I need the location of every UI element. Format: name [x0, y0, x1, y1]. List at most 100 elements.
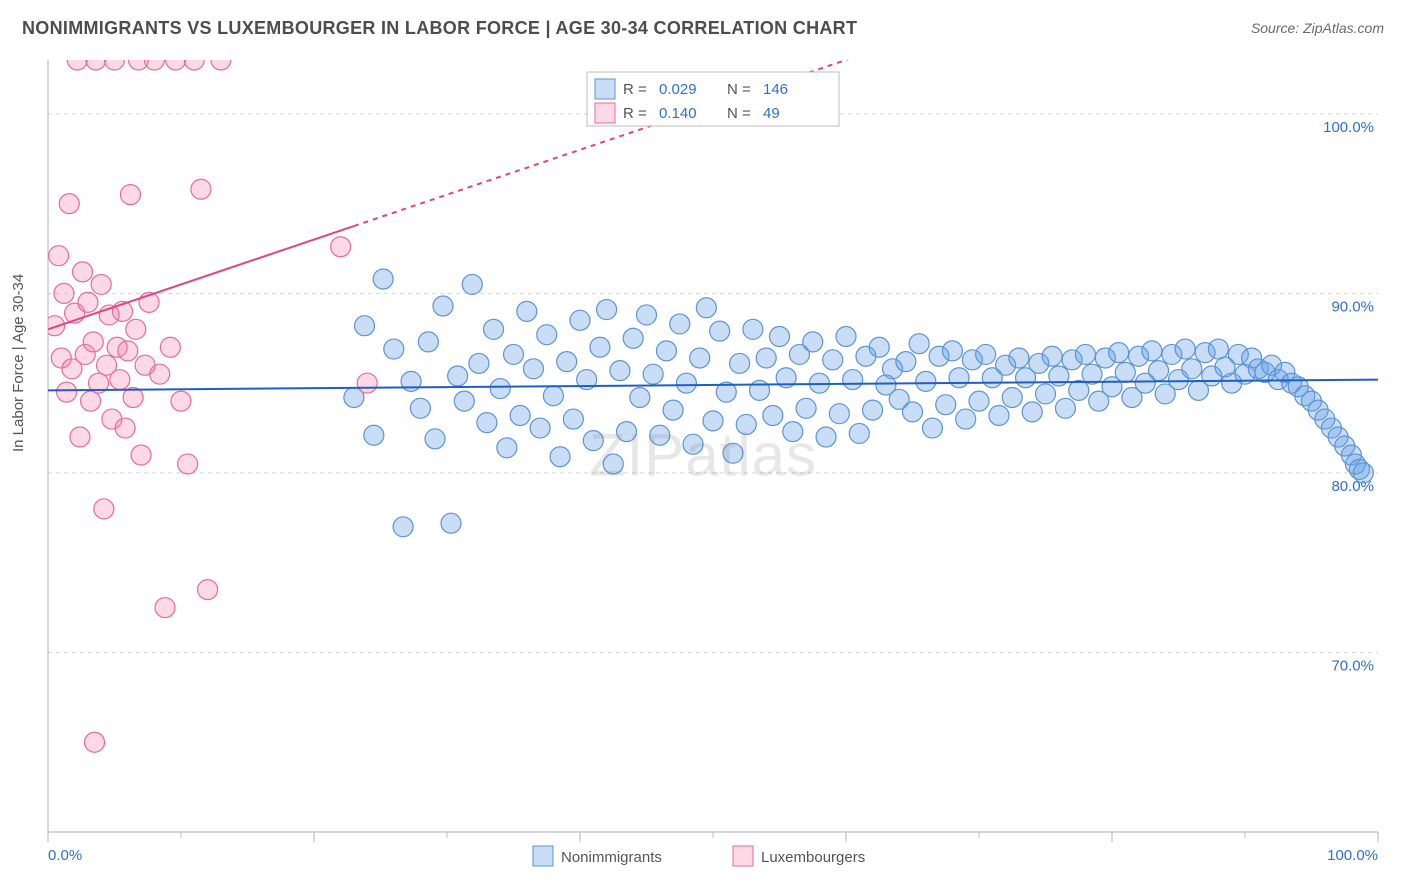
data-point	[770, 326, 790, 346]
data-point	[896, 352, 916, 372]
data-point	[796, 398, 816, 418]
data-point	[836, 326, 856, 346]
data-point	[683, 434, 703, 454]
data-point	[590, 337, 610, 357]
data-point	[433, 296, 453, 316]
data-point	[1022, 402, 1042, 422]
svg-text:146: 146	[763, 81, 788, 98]
svg-text:0.140: 0.140	[659, 105, 697, 122]
svg-text:100.0%: 100.0%	[1327, 847, 1378, 864]
data-point	[650, 425, 670, 445]
data-point	[942, 341, 962, 361]
source-attribution: Source: ZipAtlas.com	[1251, 20, 1384, 36]
data-point	[610, 361, 630, 381]
data-point	[178, 454, 198, 474]
data-point	[510, 405, 530, 425]
data-point	[171, 391, 191, 411]
data-point	[676, 373, 696, 393]
data-point	[477, 413, 497, 433]
data-point	[623, 328, 643, 348]
data-point	[126, 319, 146, 339]
svg-text:90.0%: 90.0%	[1331, 298, 1374, 315]
data-point	[1069, 380, 1089, 400]
data-point	[663, 400, 683, 420]
svg-text:100.0%: 100.0%	[1323, 119, 1374, 136]
data-point	[730, 353, 750, 373]
data-point	[155, 598, 175, 618]
data-point	[91, 274, 111, 294]
correlation-scatter-chart: 70.0%80.0%90.0%100.0%0.0%100.0%R =0.029N…	[0, 52, 1406, 892]
data-point	[656, 341, 676, 361]
legend-swatch	[733, 846, 753, 866]
data-point	[418, 332, 438, 352]
data-point	[1115, 362, 1135, 382]
data-point	[537, 325, 557, 345]
data-point	[410, 398, 430, 418]
data-point	[85, 732, 105, 752]
data-point	[670, 314, 690, 334]
data-point	[160, 337, 180, 357]
svg-text:N =: N =	[727, 105, 751, 122]
data-point	[617, 422, 637, 442]
data-point	[543, 386, 563, 406]
data-point	[191, 179, 211, 199]
data-point	[710, 321, 730, 341]
data-point	[643, 364, 663, 384]
data-point	[637, 305, 657, 325]
data-point	[583, 431, 603, 451]
data-point	[823, 350, 843, 370]
data-point	[630, 388, 650, 408]
data-point	[393, 517, 413, 537]
data-point	[115, 418, 135, 438]
data-point	[903, 402, 923, 422]
data-point	[441, 513, 461, 533]
legend-swatch	[533, 846, 553, 866]
data-point	[743, 319, 763, 339]
data-point	[1149, 361, 1169, 381]
data-point	[756, 348, 776, 368]
data-point	[849, 423, 869, 443]
data-point	[696, 298, 716, 318]
data-point	[969, 391, 989, 411]
data-point	[355, 316, 375, 336]
svg-text:0.0%: 0.0%	[48, 847, 82, 864]
data-point	[67, 52, 87, 70]
svg-text:N =: N =	[727, 81, 751, 98]
data-point	[131, 445, 151, 465]
data-point	[816, 427, 836, 447]
data-point	[557, 352, 577, 372]
svg-text:0.029: 0.029	[659, 81, 697, 98]
data-point	[484, 319, 504, 339]
data-point	[989, 405, 1009, 425]
data-point	[563, 409, 583, 429]
data-point	[750, 380, 770, 400]
data-point	[211, 52, 231, 70]
data-point	[86, 52, 106, 70]
data-point	[70, 427, 90, 447]
data-point	[120, 185, 140, 205]
data-point	[110, 370, 130, 390]
data-point	[909, 334, 929, 354]
chart-title: NONIMMIGRANTS VS LUXEMBOURGER IN LABOR F…	[22, 18, 857, 38]
data-point	[803, 332, 823, 352]
data-point	[530, 418, 550, 438]
data-point	[1353, 463, 1373, 483]
data-point	[462, 274, 482, 294]
data-point	[690, 348, 710, 368]
data-point	[1055, 398, 1075, 418]
data-point	[73, 262, 93, 282]
data-point	[373, 269, 393, 289]
data-point	[1009, 348, 1029, 368]
legend-label: Luxembourgers	[761, 849, 865, 866]
data-point	[448, 366, 468, 386]
data-point	[144, 52, 164, 70]
data-point	[550, 447, 570, 467]
svg-text:49: 49	[763, 105, 780, 122]
data-point	[497, 438, 517, 458]
data-point	[949, 368, 969, 388]
data-point	[783, 422, 803, 442]
data-point	[454, 391, 474, 411]
data-point	[198, 580, 218, 600]
data-point	[1182, 359, 1202, 379]
data-point	[331, 237, 351, 257]
